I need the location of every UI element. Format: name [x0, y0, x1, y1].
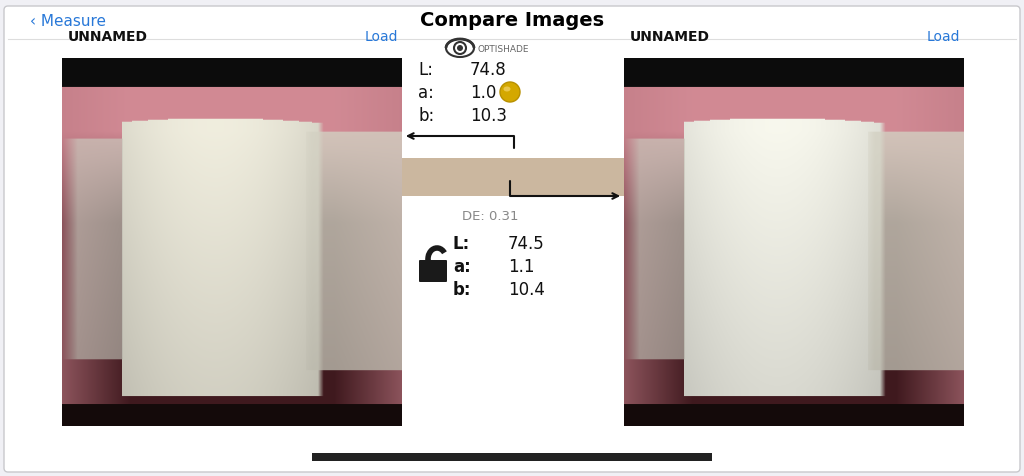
Text: a:: a: [453, 258, 471, 276]
Text: 1.1: 1.1 [508, 258, 535, 276]
Text: b:: b: [418, 107, 434, 125]
Text: OPTISHADE: OPTISHADE [478, 44, 529, 53]
FancyBboxPatch shape [4, 7, 1020, 472]
Ellipse shape [504, 87, 511, 92]
Text: DE: 0.31: DE: 0.31 [462, 210, 518, 223]
Text: ‹ Measure: ‹ Measure [30, 13, 106, 29]
Text: L:: L: [418, 61, 433, 79]
Text: Load: Load [927, 30, 961, 44]
Text: 10.3: 10.3 [470, 107, 507, 125]
Text: UNNAMED: UNNAMED [630, 30, 710, 44]
Text: 10.4: 10.4 [508, 280, 545, 298]
Text: UNNAMED: UNNAMED [68, 30, 148, 44]
Text: a:: a: [418, 84, 434, 102]
Text: Compare Images: Compare Images [420, 11, 604, 30]
Text: 74.8: 74.8 [470, 61, 507, 79]
Bar [402, 159, 624, 197]
Bar [402, 40, 624, 462]
FancyBboxPatch shape [419, 260, 447, 282]
Text: b:: b: [453, 280, 471, 298]
Text: L:: L: [453, 235, 470, 252]
Circle shape [457, 46, 463, 52]
Circle shape [500, 83, 520, 103]
Text: 74.5: 74.5 [508, 235, 545, 252]
Text: Load: Load [365, 30, 398, 44]
Bar [312, 453, 712, 461]
Text: 1.0: 1.0 [470, 84, 497, 102]
